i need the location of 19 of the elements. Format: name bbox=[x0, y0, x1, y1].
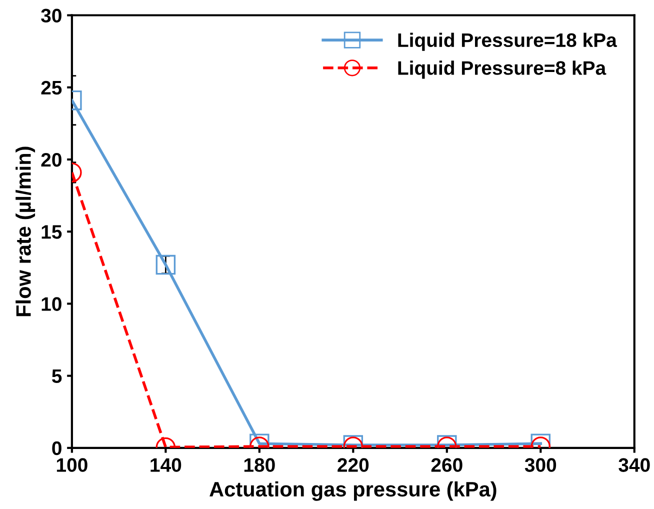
y-axis-title: Flow rate (µl/min) bbox=[16, 146, 36, 316]
y-tick-label: 10 bbox=[42, 297, 62, 311]
x-tick-label: 340 bbox=[618, 458, 650, 472]
y-tick-label: 5 bbox=[52, 369, 62, 384]
x-axis-title: Actuation gas pressure (kPa) bbox=[210, 481, 496, 501]
y-tick-label: 0 bbox=[52, 441, 62, 456]
x-tick-label: 100 bbox=[56, 458, 88, 472]
point bbox=[156, 254, 176, 275]
x-tick-label: 140 bbox=[150, 458, 182, 472]
x-tick-label: 260 bbox=[431, 458, 462, 472]
y-tick-label: 30 bbox=[41, 8, 62, 23]
y-tick-label: 25 bbox=[41, 80, 62, 95]
x-tick-label: 300 bbox=[524, 458, 556, 472]
y-tick-label: 20 bbox=[41, 152, 62, 167]
y-tick-label: 15 bbox=[42, 225, 62, 239]
x-tick-label: 180 bbox=[244, 458, 275, 472]
x-tick-label: 220 bbox=[338, 458, 369, 472]
legend-label: Liquid Pressure=18 kPa bbox=[398, 32, 618, 51]
legend-label: Liquid Pressure=8 kPa bbox=[398, 60, 606, 79]
